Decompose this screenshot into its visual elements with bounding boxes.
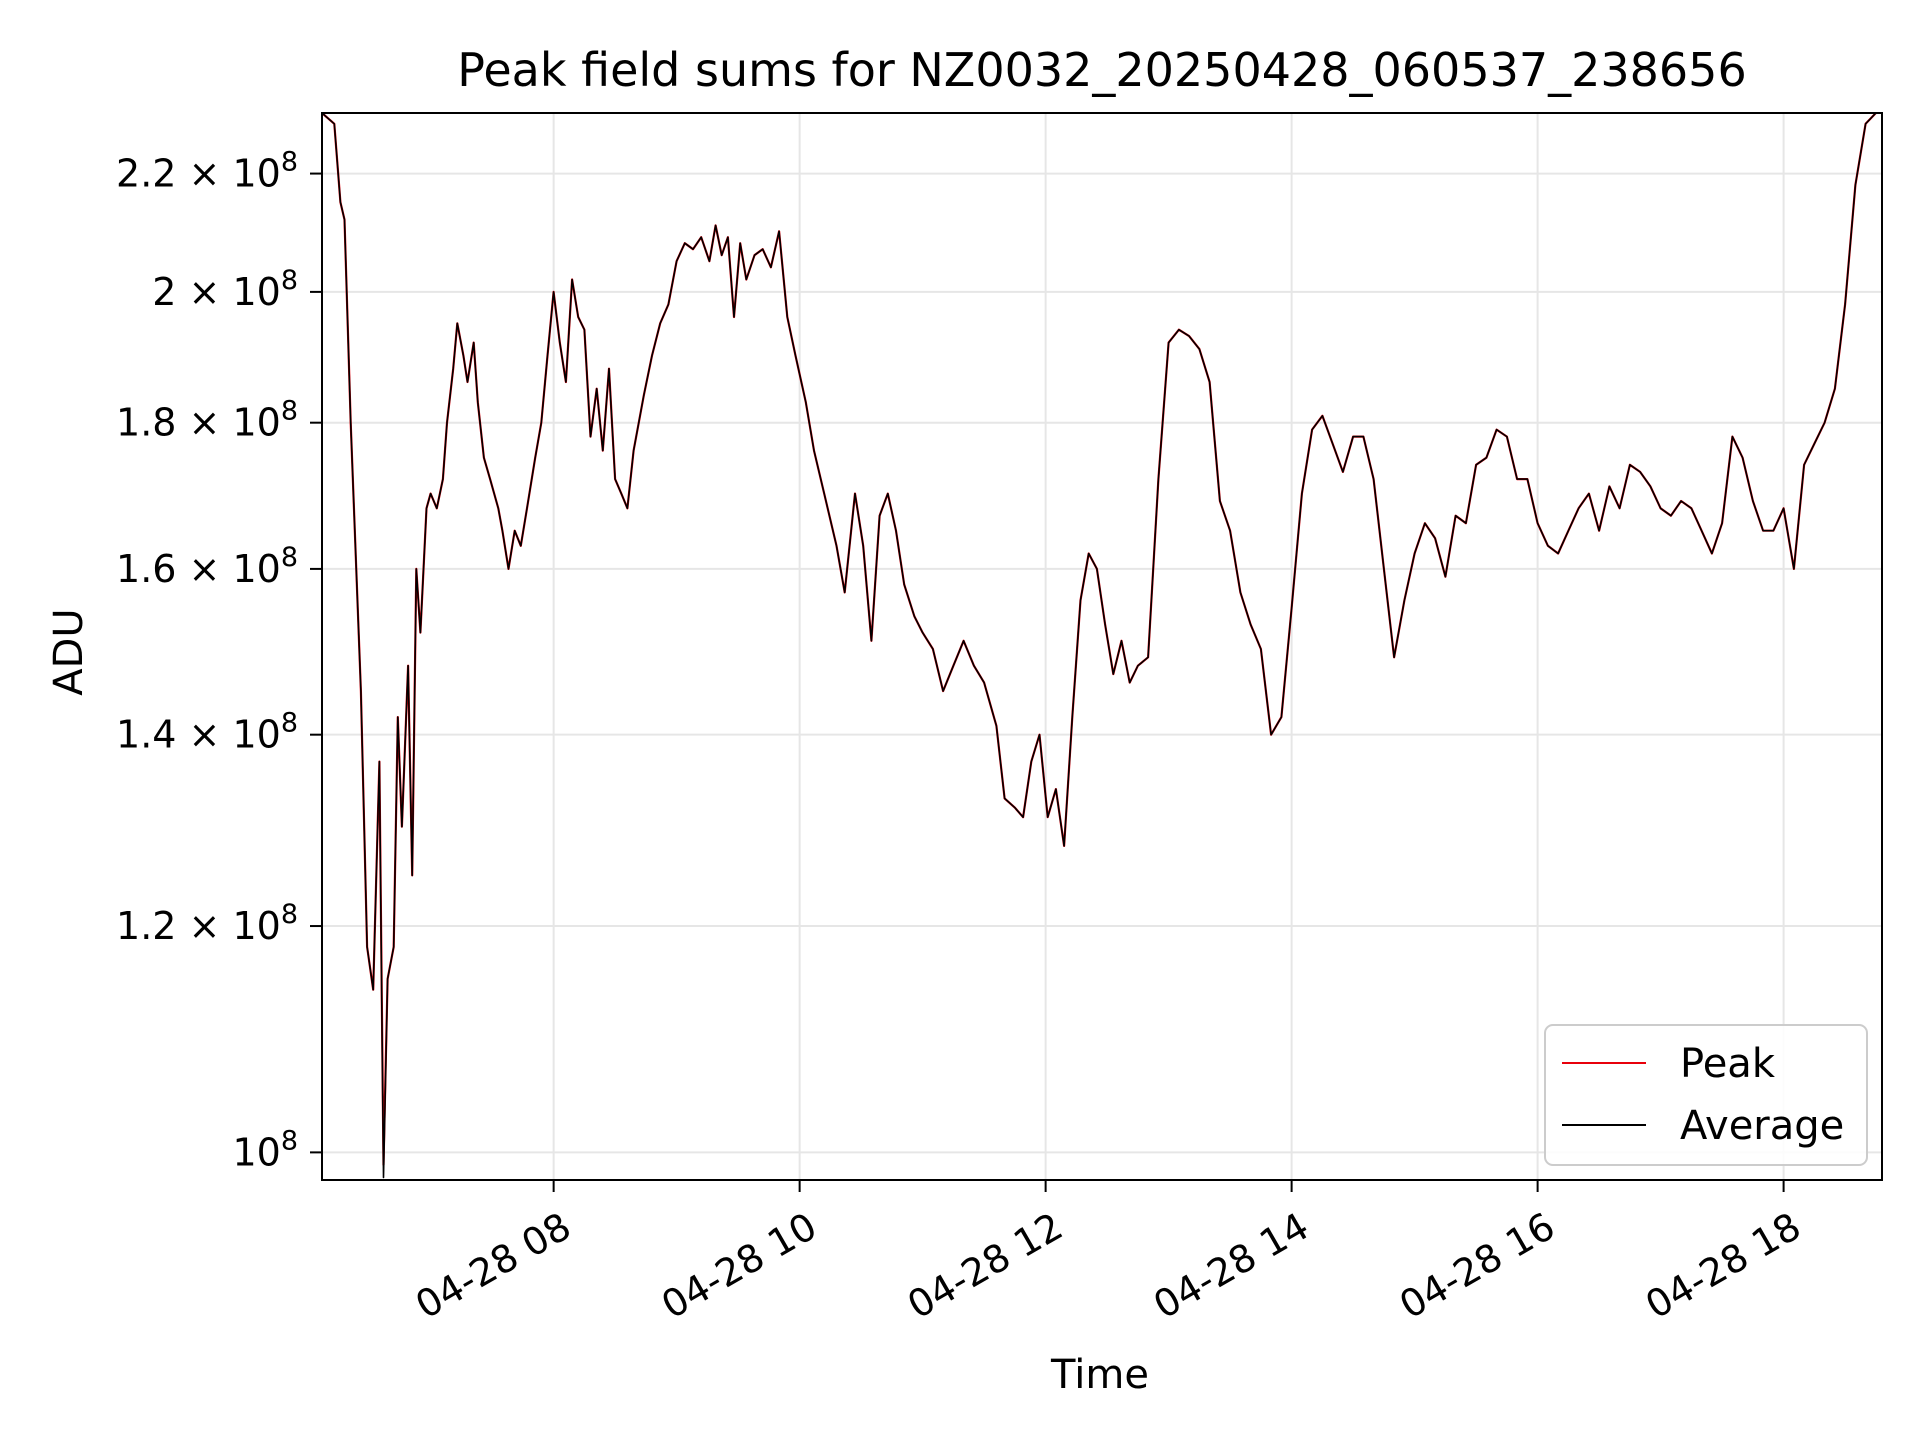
- y-axis: 108 1.2 × 108 1.4 × 108 1.6 × 108 1.8 × 108 2…: [116, 147, 322, 1174]
- y-tick-label: 1.6 × 108: [116, 542, 298, 591]
- y-tick-label: 1.4 × 108: [116, 708, 298, 757]
- y-tick-label: 2.2 × 108: [116, 147, 298, 196]
- y-tick-label: 1.8 × 108: [116, 396, 298, 445]
- y-tick-label: 1.2 × 108: [116, 899, 298, 948]
- legend: Peak Average: [1544, 1024, 1868, 1166]
- legend-box: [1544, 1024, 1868, 1166]
- x-tick-label: 04-28 10: [654, 1204, 824, 1328]
- legend-label-peak: Peak: [1680, 1041, 1776, 1087]
- series-line-peak: [322, 113, 1877, 1167]
- gridlines: [322, 113, 1882, 1180]
- plot-frame: [321, 112, 1883, 1181]
- x-tick-label: 04-28 18: [1638, 1204, 1808, 1328]
- chart-title: Peak field sums for NZ0032_20250428_0605…: [457, 43, 1746, 97]
- series-line-average: [322, 113, 1877, 1179]
- plot-series: [322, 113, 1877, 1179]
- y-tick-label: 2 × 108: [152, 265, 298, 314]
- y-tick-label: 108: [232, 1125, 298, 1174]
- y-axis-label: ADU: [46, 608, 92, 695]
- x-tick-label: 04-28 12: [900, 1204, 1070, 1328]
- x-tick-label: 04-28 08: [408, 1204, 578, 1328]
- x-axis: 04-28 08 04-28 10 04-28 12 04-28 14 04-28 16…: [408, 1180, 1808, 1327]
- legend-label-average: Average: [1680, 1103, 1844, 1149]
- x-tick-label: 04-28 14: [1146, 1204, 1316, 1328]
- x-tick-label: 04-28 16: [1392, 1204, 1562, 1328]
- x-axis-label: Time: [1050, 1352, 1149, 1398]
